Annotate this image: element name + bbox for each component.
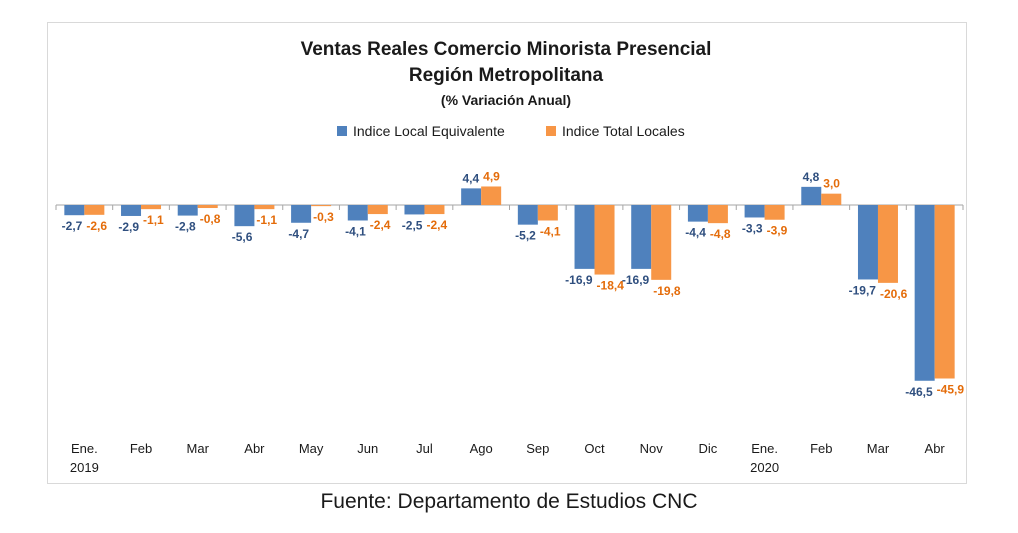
chart-frame: Ventas Reales Comercio Minorista Presenc… [47,22,967,484]
category-label-8: Ago [470,441,493,456]
category-label-11: Nov [640,441,664,456]
data-label-series-1-11: -16,9 [622,273,650,287]
bar-series-1-11 [631,205,652,269]
bar-series-1-13 [744,205,765,218]
bar-series-2-9 [537,205,558,221]
data-label-series-2-16: -45,9 [937,383,965,397]
bar-series-2-11 [651,205,672,280]
category-label-14: Feb [810,441,832,456]
data-label-series-2-4: -1,1 [256,213,277,227]
data-label-series-1-9: -5,2 [515,229,536,243]
axis-ticks [55,205,964,210]
data-label-series-2-5: -0,3 [313,210,334,224]
data-label-series-1-6: -4,1 [345,224,366,238]
legend-swatch-series-2 [546,126,556,136]
bar-series-1-8 [461,188,482,205]
category-label-3: Mar [187,441,210,456]
data-label-series-2-15: -20,6 [880,287,908,301]
category-label-6: Jun [357,441,378,456]
category-label-15: Mar [867,441,890,456]
chart-title-line2: Región Metropolitana [409,65,604,86]
data-label-series-2-8: 4,9 [483,169,500,183]
legend-label-series-1: Indice Local Equivalente [353,123,505,139]
category-label-10: Oct [584,441,605,456]
bar-series-1-6 [347,205,368,221]
category-label-16: Abr [925,441,946,456]
data-label-series-1-2: -2,9 [118,220,139,234]
data-label-series-1-4: -5,6 [232,230,253,244]
category-label-9: Sep [526,441,549,456]
bar-series-2-3 [197,205,218,209]
data-label-series-2-10: -18,4 [597,279,625,293]
category-label-13: Ene. [751,441,778,456]
chart-svg: Ventas Reales Comercio Minorista Presenc… [55,39,965,475]
year-label-13: 2020 [750,460,779,475]
data-label-series-2-1: -2,6 [86,219,107,233]
category-label-12: Dic [699,441,718,456]
legend: Indice Local Equivalente Indice Total Lo… [337,123,685,139]
bar-series-1-1 [64,205,85,216]
data-label-series-2-11: -19,8 [653,284,681,298]
bar-series-2-15 [877,205,898,283]
bar-series-2-10 [594,205,615,275]
category-label-2: Feb [130,441,152,456]
data-label-series-1-16: -46,5 [905,385,933,399]
bar-series-2-2 [141,205,162,210]
bar-series-1-15 [857,205,878,280]
bar-series-1-4 [234,205,255,227]
source-caption: Fuente: Departamento de Estudios CNC [320,490,698,513]
chart-title: Ventas Reales Comercio Minorista Presenc… [301,39,712,60]
data-label-series-2-12: -4,8 [710,227,731,241]
data-label-series-1-3: -2,8 [175,220,196,234]
bar-series-1-14 [801,186,822,205]
bar-series-2-12 [707,205,728,224]
chart-subtitle: (% Variación Anual) [441,92,571,108]
category-label-4: Abr [244,441,265,456]
bar-series-2-16 [934,205,955,379]
data-label-series-1-1: -2,7 [62,219,83,233]
bar-series-1-12 [687,205,708,222]
category-label-1: Ene. [71,441,98,456]
data-label-series-1-8: 4,4 [462,171,479,185]
data-label-series-2-7: -2,4 [426,218,447,232]
bar-series-1-10 [574,205,595,269]
bar-series-2-1 [84,205,105,215]
bar-series-2-13 [764,205,785,220]
data-label-series-1-14: 4,8 [803,170,820,184]
data-label-series-2-13: -3,9 [767,224,788,238]
data-label-series-2-3: -0,8 [200,212,221,226]
legend-label-series-2: Indice Total Locales [562,123,685,139]
bar-series-1-9 [517,205,538,225]
bar-series-2-5 [311,205,332,207]
data-label-series-1-15: -19,7 [849,283,877,297]
data-label-series-2-6: -2,4 [370,218,391,232]
data-label-series-2-9: -4,1 [540,224,561,238]
data-label-series-1-7: -2,5 [402,218,423,232]
bar-series-1-2 [121,205,142,216]
data-labels: -2,7 -2,6 -2,9 -1,1 -2,8-0,8-5,6-1,1-4,7-0,3… [62,169,965,398]
bar-series-1-3 [177,205,198,216]
data-label-series-1-5: -4,7 [288,227,309,241]
bar-series-2-4 [254,205,275,210]
bar-series-2-14 [821,193,842,205]
data-label-series-1-10: -16,9 [565,273,593,287]
category-label-5: May [299,441,324,456]
bar-series-2-8 [481,186,502,205]
bars [64,186,955,381]
data-label-series-1-13: -3,3 [742,221,763,235]
year-label-1: 2019 [70,460,99,475]
bar-series-1-16 [914,205,935,381]
bar-series-1-7 [404,205,425,215]
category-label-7: Jul [416,441,433,456]
bar-series-2-6 [367,205,388,215]
data-label-series-2-2: -1,1 [143,213,164,227]
legend-swatch-series-1 [337,126,347,136]
category-labels: Ene. 2019 Feb Mar Abr May Jun Jul Ago Sep Oct Nov Di… [70,441,946,475]
bar-series-1-5 [291,205,312,223]
data-label-series-2-14: 3,0 [823,177,840,191]
data-label-series-1-12: -4,4 [685,226,706,240]
bar-series-2-7 [424,205,445,215]
